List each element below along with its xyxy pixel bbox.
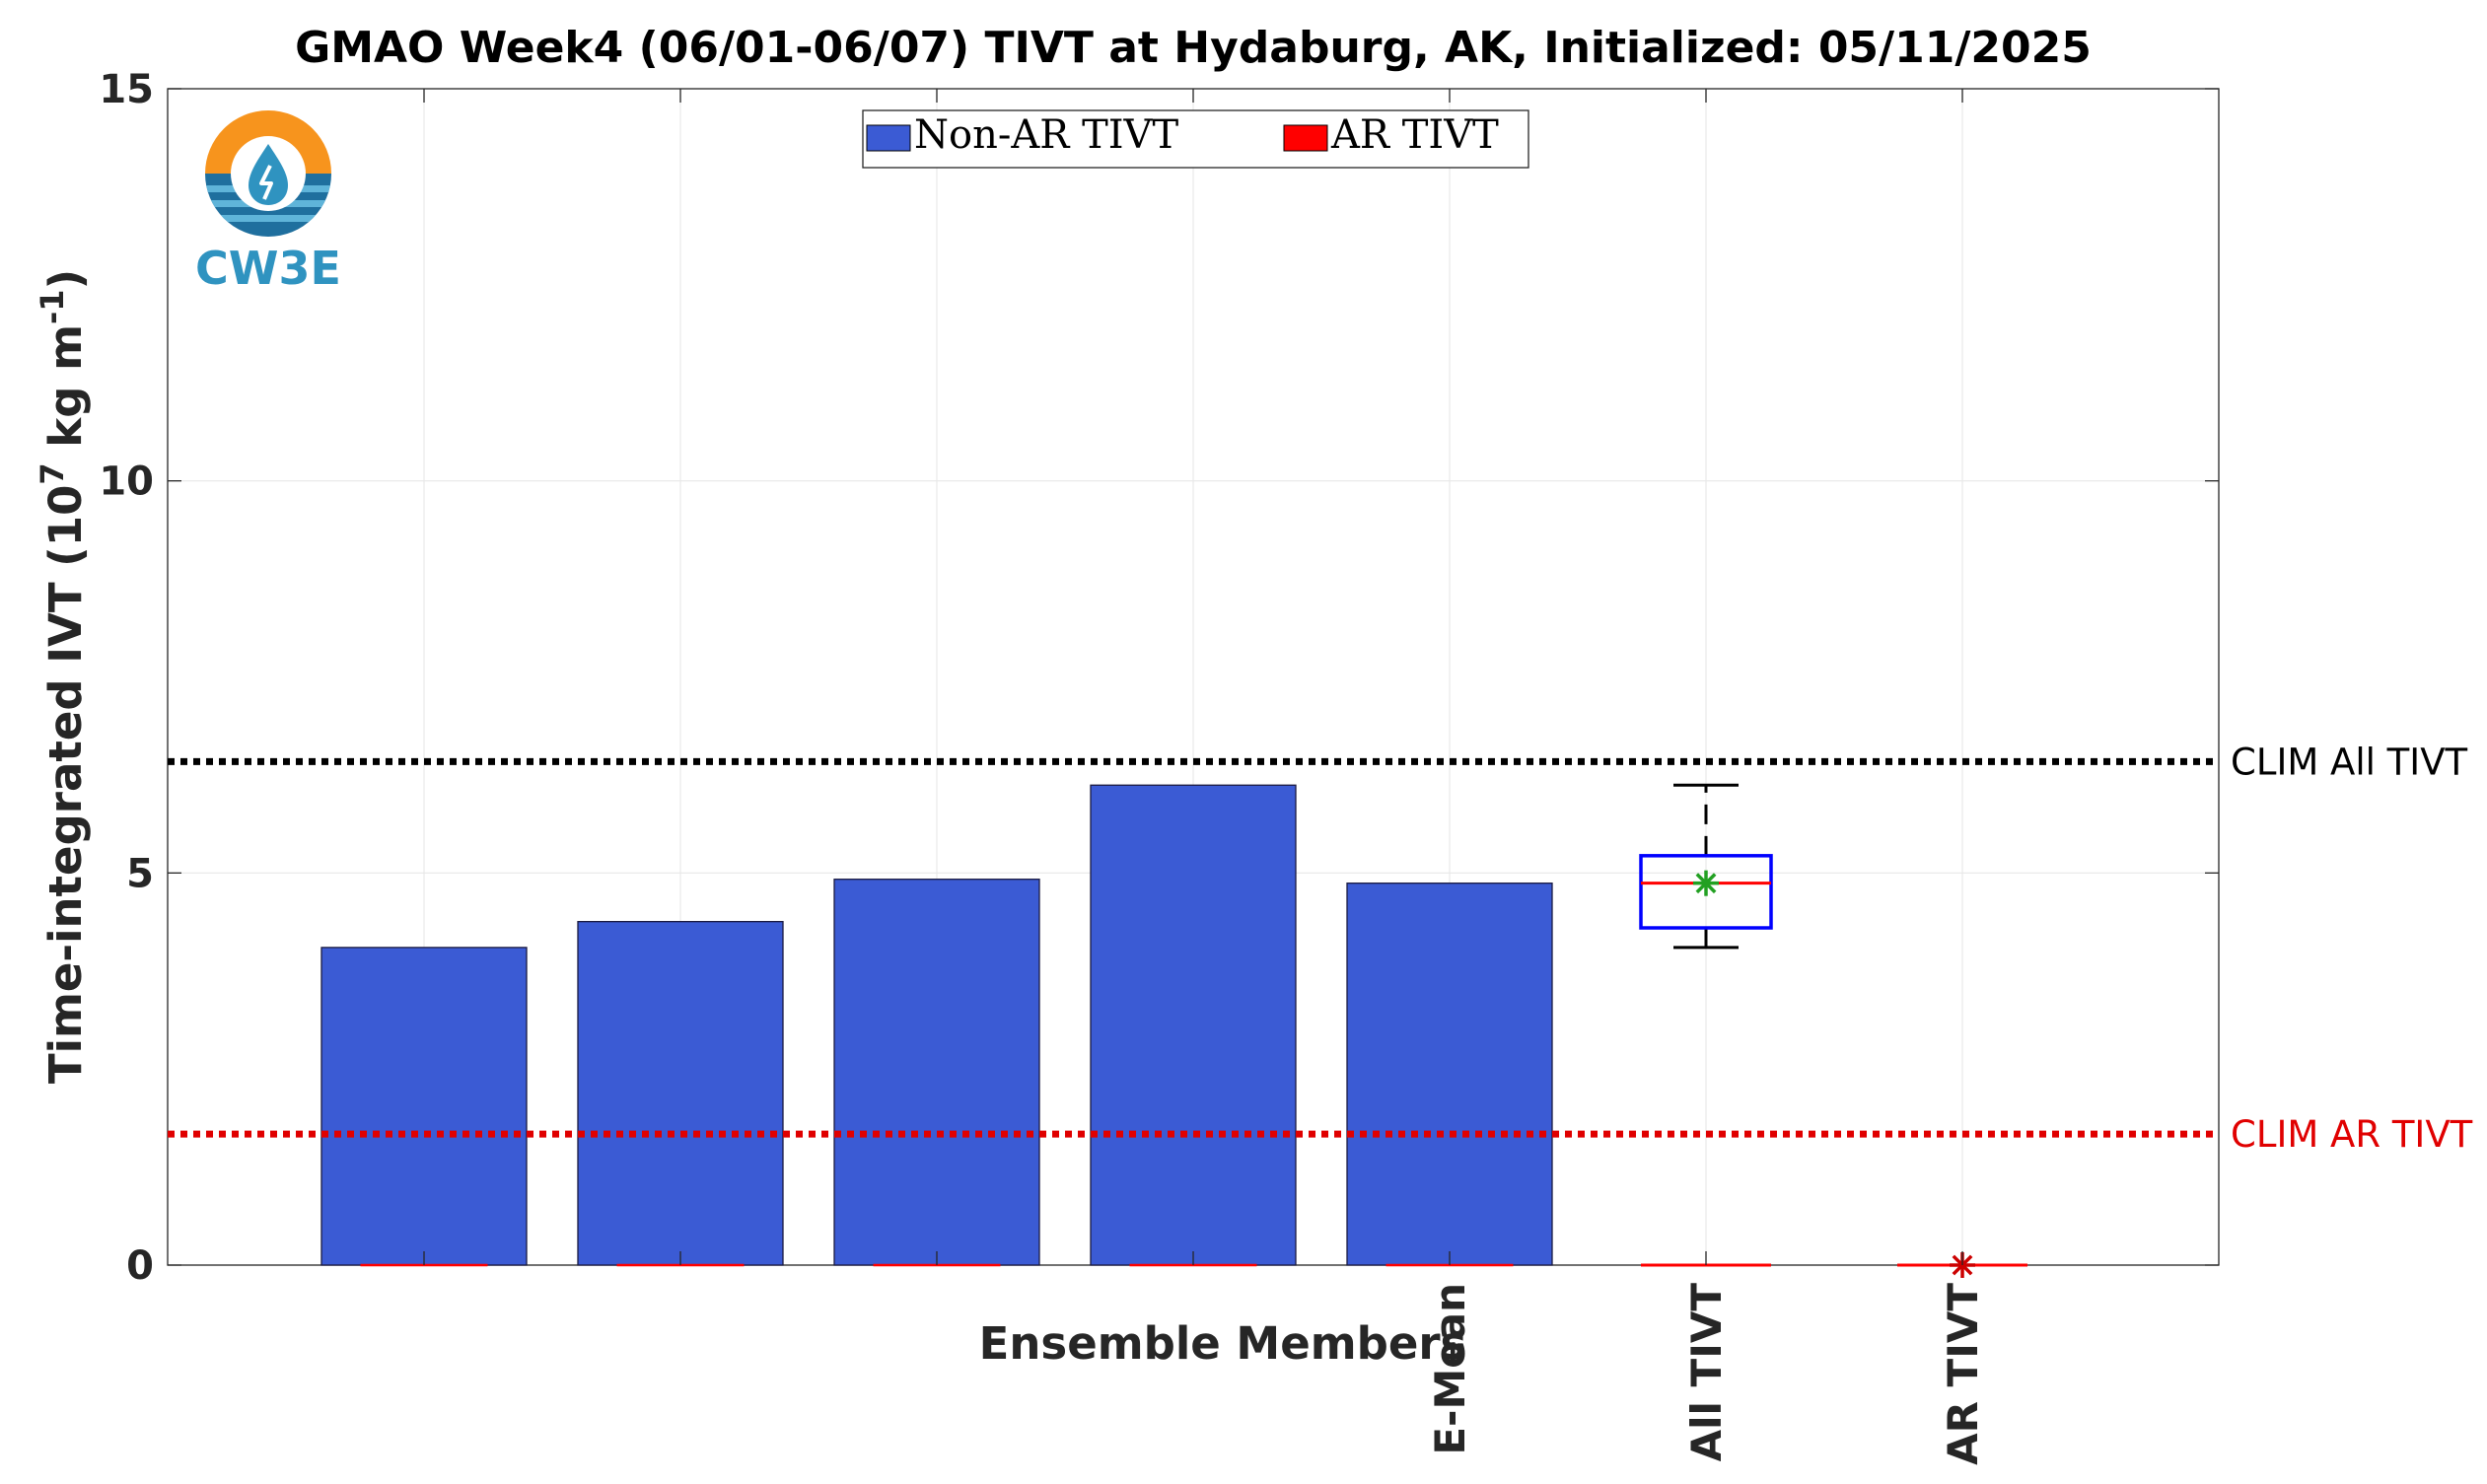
bar-non-ar-0 xyxy=(320,947,528,1266)
y-axis-label-unit: kg m xyxy=(39,324,92,462)
y-axis-label-sup2: -1 xyxy=(34,289,71,324)
legend-swatch-ar xyxy=(1283,124,1328,152)
y-axis-label-close: ) xyxy=(39,269,92,290)
bar-non-ar-4 xyxy=(1346,883,1553,1266)
chart-title: GMAO Week4 (06/01-06/07) TIVT at Hydabur… xyxy=(295,23,2092,73)
bar-non-ar-1 xyxy=(577,920,784,1266)
boxplot-mean-marker xyxy=(1693,870,1719,896)
bar-non-ar-3 xyxy=(1090,784,1297,1266)
legend-swatch-non-ar xyxy=(866,124,911,152)
y-axis-label: Time-integrated IVT (107 kg m-1) xyxy=(34,269,92,1084)
y-axis-label-sup: 7 xyxy=(34,462,71,484)
y-tick-label-1: 5 xyxy=(126,851,154,896)
logo-text: CW3E xyxy=(195,242,341,295)
legend: Non-AR TIVT AR TIVT xyxy=(862,109,1529,169)
ref-line-label-1: CLIM AR TIVT xyxy=(2231,1113,2473,1156)
y-tick-label-3: 15 xyxy=(99,67,154,112)
y-tick-label-0: 0 xyxy=(126,1243,154,1289)
x-axis-label: Ensemble Members xyxy=(979,1317,1467,1370)
legend-label-ar: AR TIVT xyxy=(1330,112,1499,158)
bar-non-ar-2 xyxy=(833,879,1040,1266)
axis-ticks: 0 5 10 15 xyxy=(99,67,2219,1289)
reference-lines: CLIM All TIVT CLIM AR TIVT xyxy=(168,741,2473,1156)
x-category-label-6: AR TIVT xyxy=(1939,1283,1987,1465)
boxplot-box xyxy=(1639,854,1773,930)
water-drop-icon xyxy=(249,144,288,205)
cw3e-logo: CW3E xyxy=(195,110,341,295)
legend-box xyxy=(862,109,1529,169)
bars xyxy=(320,784,1553,1267)
x-category-label-5: All TIVT xyxy=(1682,1283,1731,1462)
ref-line-label-0: CLIM All TIVT xyxy=(2231,741,2468,783)
y-tick-label-2: 10 xyxy=(99,459,154,505)
x-category-labels: E-Mean All TIVT AR TIVT xyxy=(1426,1283,1987,1465)
boxplot-all-tivt xyxy=(1639,783,2027,1278)
legend-label-non-ar: Non-AR TIVT xyxy=(914,112,1178,158)
x-category-label-4: E-Mean xyxy=(1426,1283,1474,1455)
y-axis-label-main: Time-integrated IVT (10 xyxy=(39,485,92,1085)
